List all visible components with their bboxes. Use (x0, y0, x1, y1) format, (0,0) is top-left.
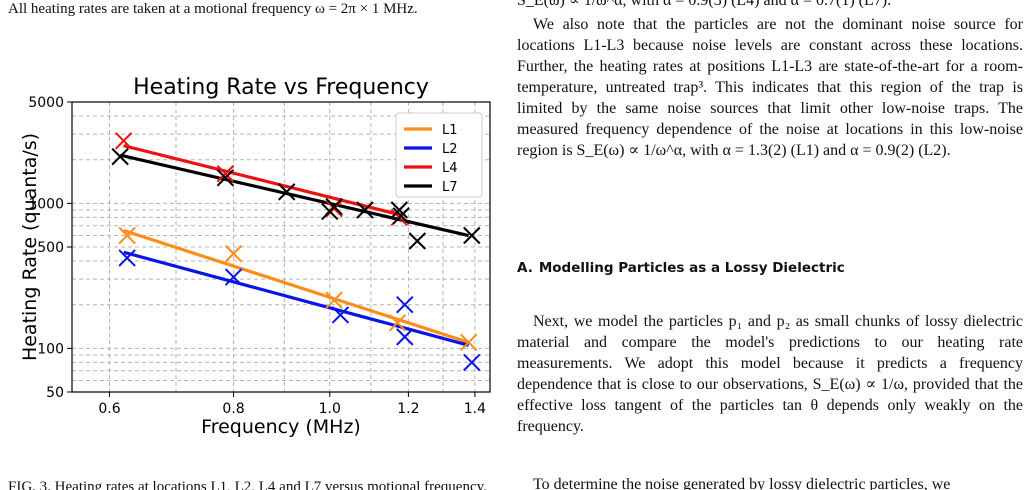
grid (72, 102, 490, 392)
legend-label-l1: L1 (442, 123, 458, 138)
legend-box (395, 112, 483, 198)
marker-stroke (216, 165, 235, 183)
heating-rate-chart: 0.6 0.8 1.0 1.2 1.4 50 100 500 1000 5000 Heating … (19, 75, 491, 438)
data-point-l1 (325, 291, 343, 309)
figure-caption-top: All heating rates are taken at a motiona… (8, 1, 418, 17)
paragraph-noise-sources: We also note that the particles are not … (517, 16, 1023, 159)
marker-stroke (216, 169, 235, 187)
data-point-l7 (463, 226, 481, 245)
data-point-l2 (463, 353, 481, 372)
paragraph-continuation: To determine the noise generated by loss… (533, 476, 951, 490)
legend-label-l7: L7 (442, 180, 458, 195)
data-point-l4 (325, 199, 343, 218)
marker-stroke (224, 268, 243, 286)
x-tick-label: 0.8 (222, 401, 244, 417)
legend-label-l2: L2 (442, 142, 458, 157)
marker-stroke (390, 201, 409, 219)
marker-stroke (331, 306, 350, 324)
data-point-l4 (114, 132, 133, 150)
chart-legend: L1 L2 L4 L7 (395, 112, 483, 198)
y-axis-label: Heating Rate (quanta/s) (19, 133, 41, 361)
section-number: A. (517, 260, 533, 276)
y-tick-label: 100 (37, 341, 64, 357)
fit-line-l4 (123, 144, 402, 217)
cut-line-top: S_E(ω) ∝ 1/ω^α, with α = 0.9(3) (L4) and… (517, 0, 892, 9)
fit-line-l7 (119, 153, 470, 238)
y-tick-label: 500 (37, 240, 64, 256)
y-tick-label: 1000 (28, 196, 64, 212)
legend-label-l4: L4 (442, 161, 458, 176)
y-tick-label: 5000 (28, 95, 64, 111)
marker-stroke (356, 201, 374, 219)
marker-stroke (463, 353, 481, 372)
data-markers (111, 132, 481, 372)
section-heading: A. Modelling Particles as a Lossy Dielect… (517, 260, 1023, 276)
marker-stroke (396, 295, 414, 314)
fit-lines (119, 144, 470, 347)
data-point-l1 (459, 333, 478, 352)
data-point-l2 (331, 306, 350, 324)
marker-stroke (118, 249, 136, 267)
marker-stroke (392, 207, 410, 225)
data-point-l7 (111, 147, 129, 166)
data-point-l2 (224, 268, 243, 286)
data-point-l4 (216, 165, 235, 183)
x-tick-label: 1.2 (397, 401, 419, 417)
marker-stroke (114, 132, 133, 150)
paragraph-lossy-dielectric: Next, we model the particles p₁ and p₂ a… (517, 313, 1023, 435)
marker-stroke (463, 226, 481, 245)
x-tick-label: 1.0 (319, 401, 341, 417)
marker-stroke (118, 226, 136, 245)
marker-stroke (325, 291, 343, 309)
marker-stroke (224, 244, 243, 263)
data-point-l7 (216, 169, 235, 187)
data-point-l7 (356, 201, 374, 219)
fit-line-l2 (123, 250, 470, 347)
marker-stroke (325, 197, 343, 216)
data-point-l2 (396, 328, 414, 346)
data-point-l1 (224, 244, 243, 263)
data-point-l7 (408, 232, 426, 250)
y-tick-label: 50 (46, 385, 64, 401)
data-point-l2 (396, 295, 414, 314)
fit-line-l1 (123, 228, 470, 344)
marker-stroke (325, 199, 343, 218)
marker-stroke (396, 328, 414, 346)
figure-caption-bottom: FIG. 3. Heating rates at locations L1, L… (8, 479, 487, 490)
data-point-l7 (278, 183, 296, 201)
data-point-l1 (118, 226, 136, 245)
data-point-l2 (118, 249, 136, 267)
data-point-l7 (325, 197, 343, 216)
marker-stroke (111, 147, 129, 166)
marker-stroke (408, 232, 426, 250)
marker-stroke (278, 183, 296, 201)
data-point-l7 (392, 207, 410, 225)
x-axis-label: Frequency (MHz) (201, 416, 361, 438)
marker-stroke (388, 314, 407, 332)
axis-ticks: 0.6 0.8 1.0 1.2 1.4 50 100 500 1000 5000 (28, 95, 486, 417)
chart-title: Heating Rate vs Frequency (133, 75, 429, 100)
section-title: Modelling Particles as a Lossy Dielectri… (538, 260, 845, 276)
data-point-l1 (388, 314, 407, 332)
data-point-l7 (390, 201, 409, 219)
x-tick-label: 1.4 (464, 401, 486, 417)
x-tick-label: 0.6 (98, 401, 120, 417)
marker-stroke (459, 333, 478, 352)
